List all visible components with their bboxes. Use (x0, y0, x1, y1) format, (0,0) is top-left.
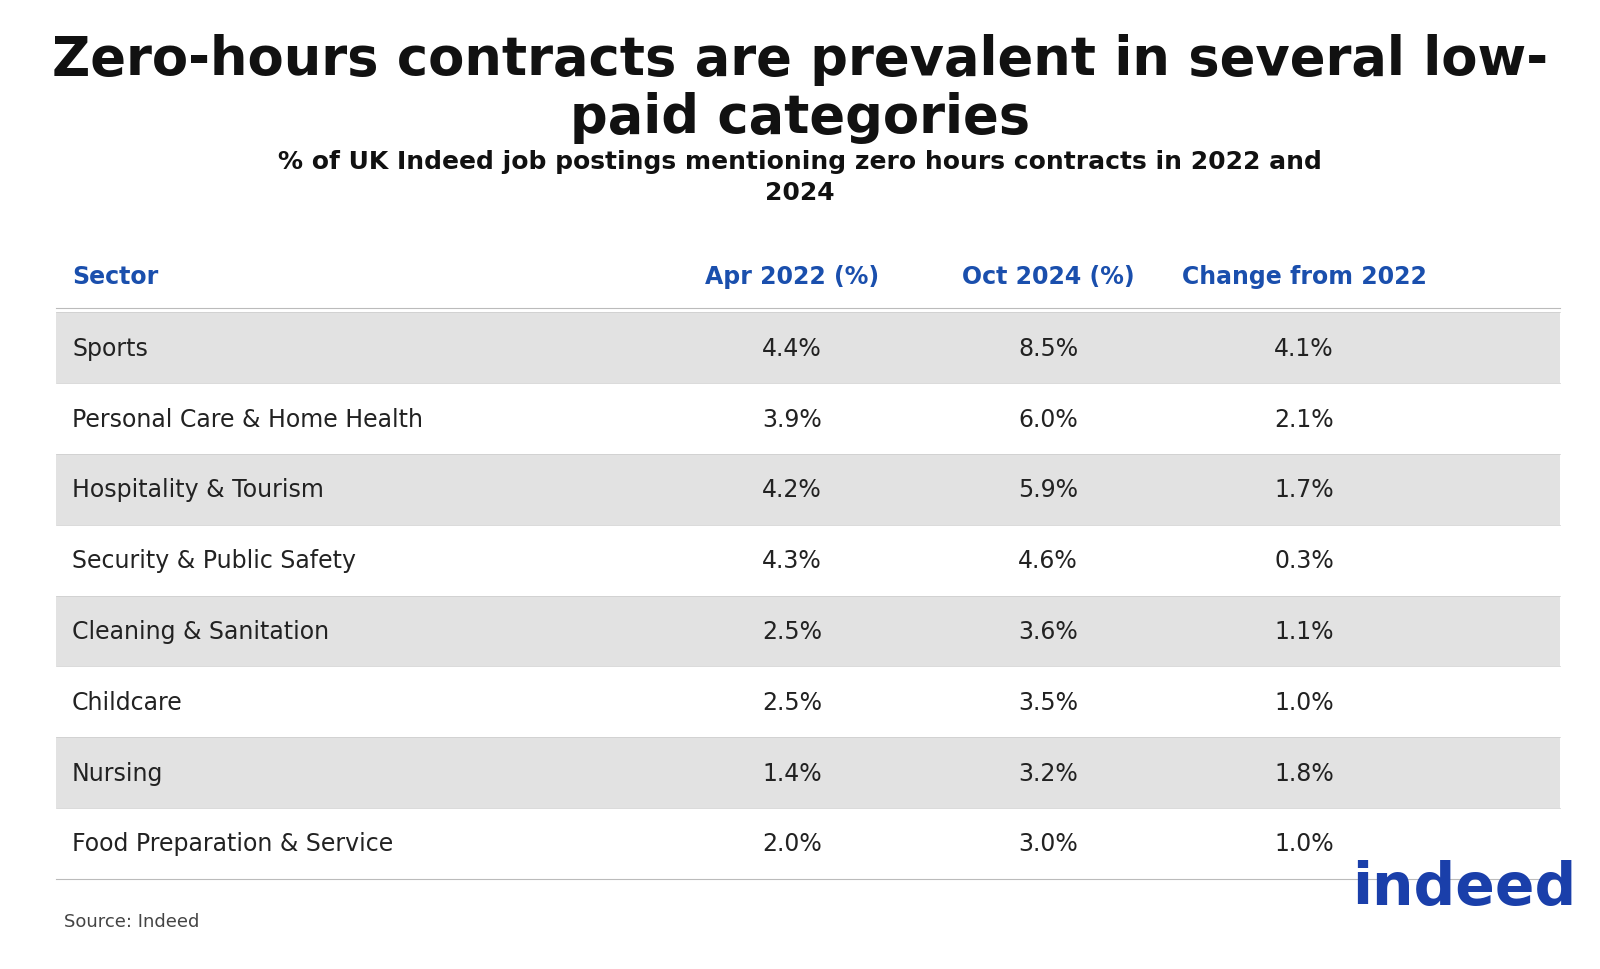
Text: Oct 2024 (%): Oct 2024 (%) (962, 265, 1134, 289)
Text: Childcare: Childcare (72, 690, 182, 714)
Text: 2.5%: 2.5% (762, 619, 822, 643)
Text: Food Preparation & Service: Food Preparation & Service (72, 831, 394, 856)
Text: Nursing: Nursing (72, 761, 163, 785)
Text: 3.0%: 3.0% (1018, 831, 1078, 856)
Text: Hospitality & Tourism: Hospitality & Tourism (72, 478, 323, 502)
Text: 2.5%: 2.5% (762, 690, 822, 714)
Text: 8.5%: 8.5% (1018, 336, 1078, 360)
Text: Apr 2022 (%): Apr 2022 (%) (706, 265, 878, 289)
Text: 4.6%: 4.6% (1018, 548, 1078, 573)
Text: Cleaning & Sanitation: Cleaning & Sanitation (72, 619, 330, 643)
Text: 2.0%: 2.0% (762, 831, 822, 856)
Text: % of UK Indeed job postings mentioning zero hours contracts in 2022 and
2024: % of UK Indeed job postings mentioning z… (278, 150, 1322, 204)
Text: Sports: Sports (72, 336, 147, 360)
Text: 0.3%: 0.3% (1274, 548, 1334, 573)
Text: Security & Public Safety: Security & Public Safety (72, 548, 355, 573)
Text: 4.2%: 4.2% (762, 478, 822, 502)
Text: 3.6%: 3.6% (1018, 619, 1078, 643)
Text: 4.1%: 4.1% (1274, 336, 1334, 360)
Text: 1.8%: 1.8% (1274, 761, 1334, 785)
Text: 2.1%: 2.1% (1274, 407, 1334, 431)
Text: 4.3%: 4.3% (762, 548, 822, 573)
Text: 3.2%: 3.2% (1018, 761, 1078, 785)
Text: indeed: indeed (1352, 859, 1576, 916)
Text: 1.4%: 1.4% (762, 761, 822, 785)
Text: Personal Care & Home Health: Personal Care & Home Health (72, 407, 422, 431)
Text: 6.0%: 6.0% (1018, 407, 1078, 431)
Text: 3.9%: 3.9% (762, 407, 822, 431)
Text: 1.0%: 1.0% (1274, 831, 1334, 856)
Text: 1.7%: 1.7% (1274, 478, 1334, 502)
Text: 5.9%: 5.9% (1018, 478, 1078, 502)
Text: 4.4%: 4.4% (762, 336, 822, 360)
Text: 3.5%: 3.5% (1018, 690, 1078, 714)
Text: 1.1%: 1.1% (1274, 619, 1334, 643)
Text: Sector: Sector (72, 265, 158, 289)
Text: 1.0%: 1.0% (1274, 690, 1334, 714)
Text: Source: Indeed: Source: Indeed (64, 912, 200, 930)
Text: Zero-hours contracts are prevalent in several low-
paid categories: Zero-hours contracts are prevalent in se… (51, 34, 1549, 144)
Text: Change from 2022: Change from 2022 (1181, 265, 1427, 289)
